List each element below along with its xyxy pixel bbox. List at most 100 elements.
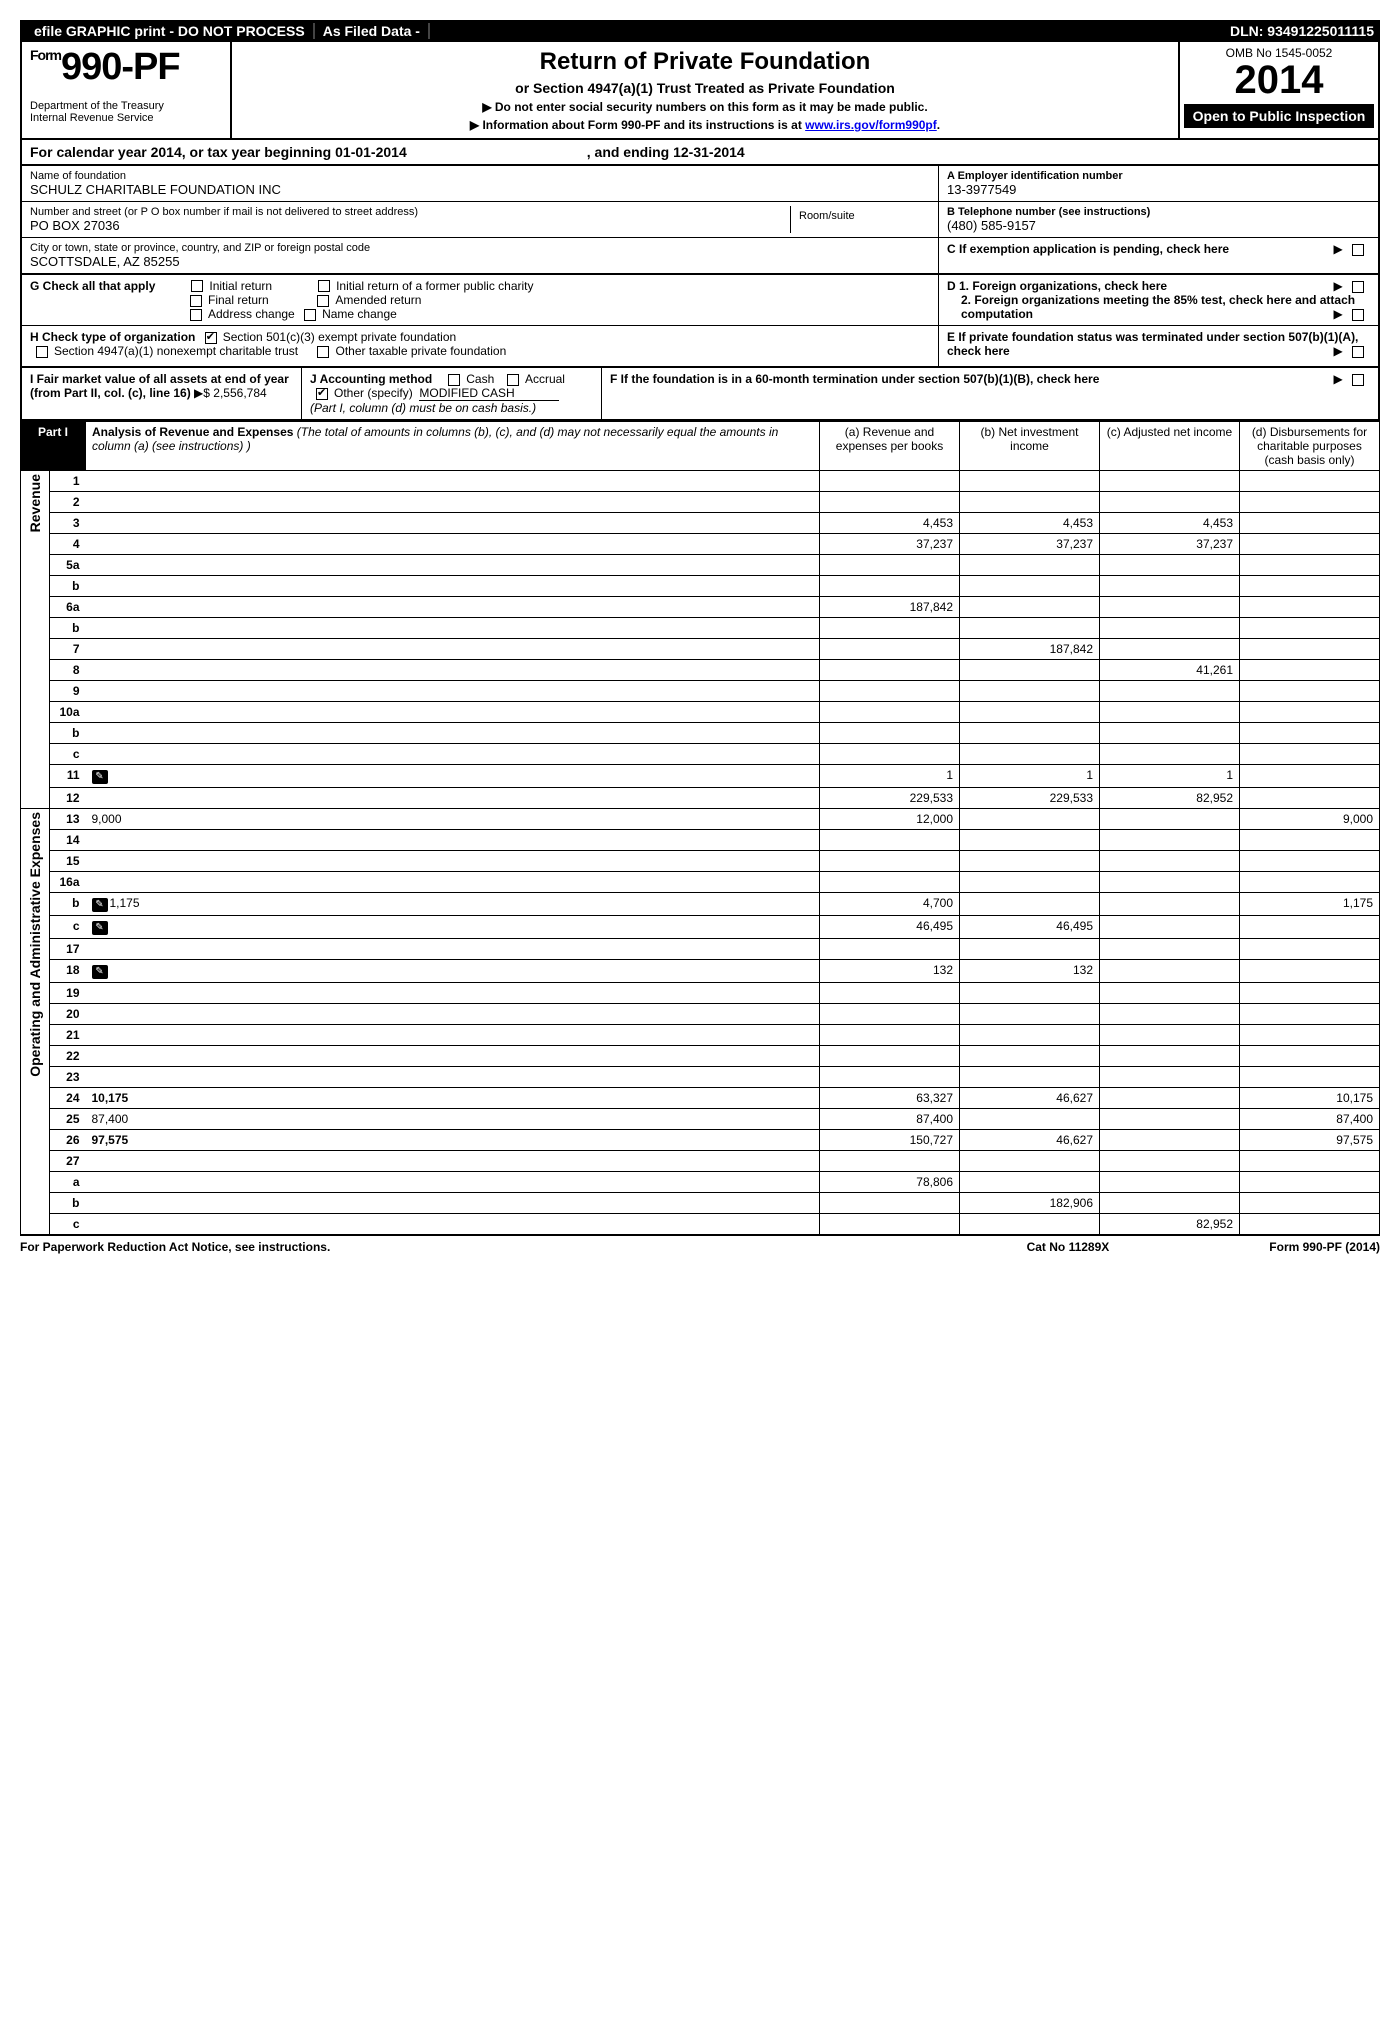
line-number: c: [50, 744, 86, 765]
col-d-value: 87,400: [1240, 1109, 1380, 1130]
schedule-icon[interactable]: ✎: [92, 921, 108, 935]
other-taxable-checkbox[interactable]: [317, 346, 329, 358]
col-c-value: [1100, 576, 1240, 597]
col-d-value: 1,175: [1240, 893, 1380, 916]
amended-return-checkbox[interactable]: [317, 295, 329, 307]
info-note: ▶ Information about Form 990-PF and its …: [242, 118, 1168, 132]
501c3-checkbox[interactable]: [205, 332, 217, 344]
col-b-value: [960, 1046, 1100, 1067]
col-d-value: [1240, 576, 1380, 597]
i-value: ▶$ 2,556,784: [194, 386, 267, 400]
revenue-section-label: Revenue: [21, 471, 50, 809]
line-description: [86, 983, 820, 1004]
col-d-value: [1240, 1214, 1380, 1235]
line-number: 27: [50, 1151, 86, 1172]
ein-label: A Employer identification number: [947, 170, 1370, 182]
col-b-value: [960, 681, 1100, 702]
d2-checkbox[interactable]: [1352, 309, 1364, 321]
table-row: b: [21, 576, 1380, 597]
line-description: [86, 1067, 820, 1088]
line-description: ✎: [86, 960, 820, 983]
col-d-value: [1240, 660, 1380, 681]
irs-link[interactable]: www.irs.gov/form990pf: [805, 118, 937, 132]
line-description: [86, 597, 820, 618]
col-a-value: 12,000: [820, 809, 960, 830]
col-b-value: [960, 1025, 1100, 1046]
cash-checkbox[interactable]: [448, 374, 460, 386]
line-description: [86, 576, 820, 597]
f-label: F If the foundation is in a 60-month ter…: [610, 372, 1099, 386]
schedule-icon[interactable]: ✎: [92, 965, 108, 979]
col-b-value: 1: [960, 765, 1100, 788]
line-description: [86, 618, 820, 639]
col-d-value: [1240, 1004, 1380, 1025]
col-d-value: 97,575: [1240, 1130, 1380, 1151]
col-a-value: [820, 1214, 960, 1235]
col-c-value: [1100, 916, 1240, 939]
final-return-checkbox[interactable]: [190, 295, 202, 307]
line-number: a: [50, 1172, 86, 1193]
table-row: 17: [21, 939, 1380, 960]
col-d-value: [1240, 872, 1380, 893]
irs: Internal Revenue Service: [30, 112, 222, 124]
col-b-value: [960, 939, 1100, 960]
name-change-checkbox[interactable]: [304, 309, 316, 321]
line-number: 17: [50, 939, 86, 960]
other-method-checkbox[interactable]: [316, 388, 328, 400]
line-number: 23: [50, 1067, 86, 1088]
exemption-checkbox[interactable]: [1352, 244, 1364, 256]
initial-former-checkbox[interactable]: [318, 280, 330, 292]
line-description: 97,575: [86, 1130, 820, 1151]
schedule-icon[interactable]: ✎: [92, 898, 108, 912]
line-number: 8: [50, 660, 86, 681]
table-row: 6a187,842: [21, 597, 1380, 618]
schedule-icon[interactable]: ✎: [92, 770, 108, 784]
table-row: 16a: [21, 872, 1380, 893]
address-change-checkbox[interactable]: [190, 309, 202, 321]
col-d-value: [1240, 1025, 1380, 1046]
col-d-value: 9,000: [1240, 809, 1380, 830]
table-row: 18✎132132: [21, 960, 1380, 983]
asfiled-label: As Filed Data -: [315, 23, 430, 39]
form-title: Return of Private Foundation: [242, 48, 1168, 76]
dept-treasury: Department of the Treasury: [30, 100, 222, 112]
initial-return-checkbox[interactable]: [191, 280, 203, 292]
e-checkbox[interactable]: [1352, 346, 1364, 358]
col-b-value: 37,237: [960, 534, 1100, 555]
form-header: Form990-PF Department of the Treasury In…: [20, 42, 1380, 140]
dln: DLN: 93491225011115: [1230, 23, 1374, 39]
table-row: 2697,575150,72746,62797,575: [21, 1130, 1380, 1151]
4947-checkbox[interactable]: [36, 346, 48, 358]
table-row: 12229,533229,53382,952: [21, 788, 1380, 809]
col-a-value: [820, 681, 960, 702]
addr-label: Number and street (or P O box number if …: [30, 206, 790, 218]
line-number: 12: [50, 788, 86, 809]
f-checkbox[interactable]: [1352, 374, 1364, 386]
line-number: 3: [50, 513, 86, 534]
col-c-value: [1100, 809, 1240, 830]
col-a-value: [820, 1151, 960, 1172]
line-number: 9: [50, 681, 86, 702]
table-row: 2587,40087,40087,400: [21, 1109, 1380, 1130]
table-row: 2: [21, 492, 1380, 513]
d1-checkbox[interactable]: [1352, 281, 1364, 293]
table-row: 7187,842: [21, 639, 1380, 660]
col-b-value: 46,627: [960, 1088, 1100, 1109]
line-number: c: [50, 916, 86, 939]
table-row: 27: [21, 1151, 1380, 1172]
e-label: E If private foundation status was termi…: [947, 330, 1358, 358]
line-description: [86, 1046, 820, 1067]
tel-label: B Telephone number (see instructions): [947, 206, 1370, 218]
col-b-value: [960, 1151, 1100, 1172]
line-description: [86, 639, 820, 660]
table-row: Operating and Administrative Expenses139…: [21, 809, 1380, 830]
accrual-checkbox[interactable]: [507, 374, 519, 386]
col-b-value: [960, 723, 1100, 744]
line-description: [86, 555, 820, 576]
table-row: b: [21, 618, 1380, 639]
d2-label: 2. Foreign organizations meeting the 85%…: [961, 293, 1355, 321]
col-d-value: [1240, 744, 1380, 765]
table-row: Revenue1: [21, 471, 1380, 492]
line-description: [86, 1025, 820, 1046]
g-label: G Check all that apply: [30, 279, 155, 293]
